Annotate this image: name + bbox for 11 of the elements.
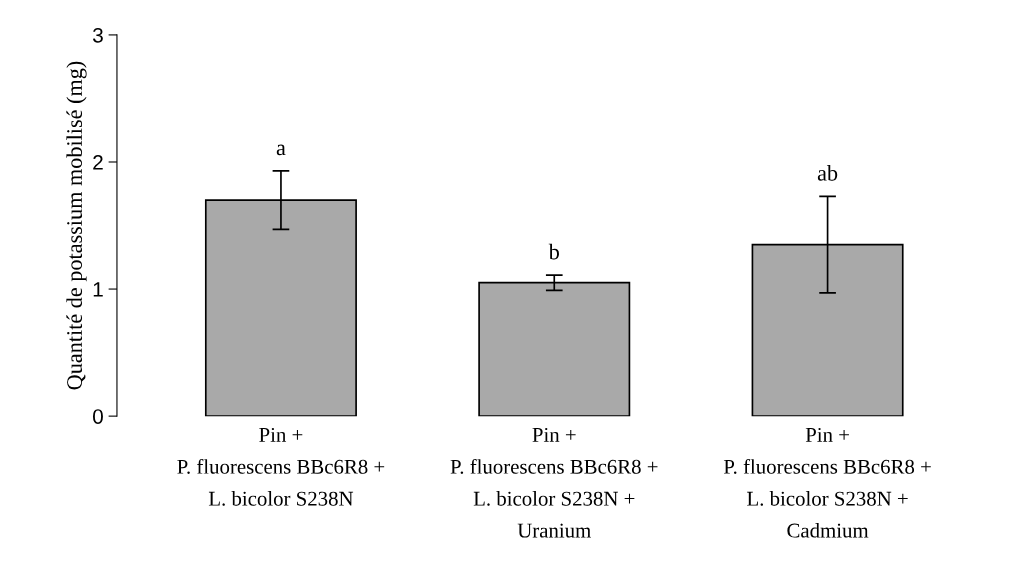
x-tick-label: Pin + P. fluorescens BBc6R8 + L. bicolor S238N [177, 427, 385, 506]
y-tick-label: 1 [93, 282, 103, 297]
y-tick-label: 3 [92, 27, 103, 43]
y-tick-label: 2 [93, 154, 103, 170]
y-tick-label: 0 [92, 409, 103, 424]
annotation: ab [817, 165, 838, 181]
x-tick-label: Pin + P. fluorescens BBc6R8 + L. bicolor S238N + Cadmium [723, 427, 931, 538]
x-tick-label: Pin + P. fluorescens BBc6R8 + L. bicolor S238N + Uranium [450, 427, 658, 538]
y-axis-title: Quantité de potassium mobilisé (mg) [66, 61, 87, 390]
annotation: a [276, 144, 286, 156]
annotation: b [548, 243, 559, 260]
